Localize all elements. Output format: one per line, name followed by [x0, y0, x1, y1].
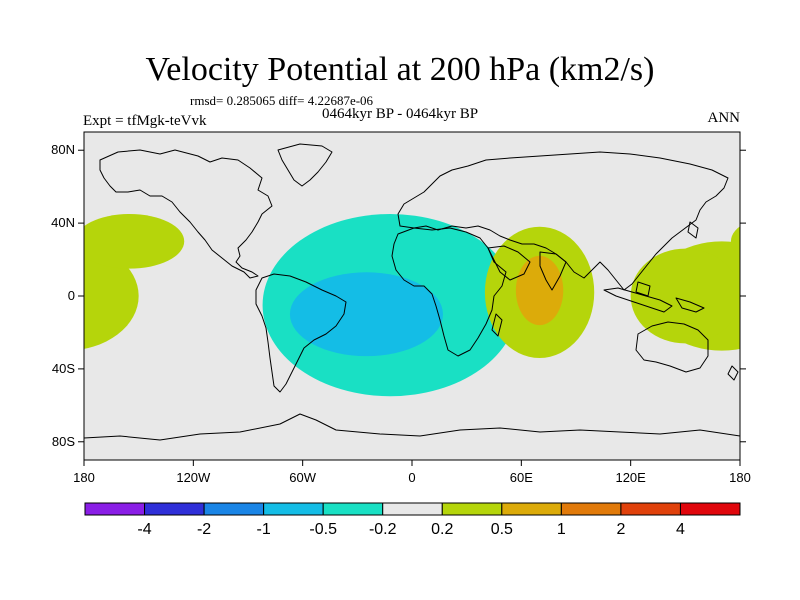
stats-line: rmsd= 0.285065 diff= 4.22687e-06: [190, 93, 374, 108]
coastline-antarctica: [84, 413, 740, 441]
lat-tick-label: 40S: [52, 361, 75, 376]
colorbar: -4 -2 -1 -0.5 -0.2 0.2 0.5 1 2 4: [84, 502, 741, 538]
coastline-new-zealand: [727, 365, 739, 381]
colorbar-label: -4: [137, 521, 151, 538]
lon-tick-label: 60W: [289, 470, 316, 485]
anomaly-region: [84, 243, 139, 349]
longitude-axis: 180 120W 60W 0 60E 120E 180: [73, 460, 751, 485]
colorbar-label: -1: [257, 521, 271, 538]
lon-tick-label: 120W: [176, 470, 211, 485]
colorbar-swatch: [620, 502, 681, 516]
anomaly-region: [84, 214, 185, 269]
colorbar-swatch: [382, 502, 443, 516]
colorbar-label: -0.5: [309, 521, 337, 538]
chart-title: Velocity Potential at 200 hPa (km2/s): [145, 51, 655, 88]
anomaly-region: [289, 272, 443, 357]
colorbar-label: 0.2: [431, 521, 453, 538]
colorbar-swatch: [322, 502, 384, 516]
coastline-africa: [391, 227, 507, 357]
lon-tick-label: 180: [73, 470, 95, 485]
coastline-maritime-continent: [603, 281, 705, 313]
coastline-north-america: [99, 149, 273, 279]
coastline-arabia: [487, 245, 531, 281]
period-line: 0464kyr BP - 0464kyr BP: [322, 106, 479, 122]
coastline-madagascar: [491, 313, 503, 337]
lon-tick-label: 120E: [615, 470, 646, 485]
lat-tick-label: 40N: [51, 215, 75, 230]
lat-tick-label: 80N: [51, 142, 75, 157]
colorbar-swatch: [203, 502, 265, 516]
coastline-eurasia: [397, 151, 729, 291]
coastlines: [84, 143, 740, 441]
colorbar-label: 0.5: [491, 521, 513, 538]
colorbar-label: 2: [616, 521, 625, 538]
coastline-india: [539, 251, 567, 291]
anomaly-region: [730, 226, 740, 257]
colorbar-swatch: [144, 502, 205, 516]
colorbar-swatch: [84, 502, 146, 516]
coastline-south-america: [255, 273, 347, 393]
colorbar-label: 4: [676, 521, 685, 538]
colorbar-label: -2: [197, 521, 211, 538]
anomaly-region: [515, 255, 564, 326]
season-label: ANN: [707, 110, 741, 126]
anomaly-region: [630, 248, 740, 344]
colorbar-swatch: [560, 502, 622, 516]
lat-tick-label: 80S: [52, 434, 75, 449]
coastline-greenland: [277, 143, 333, 187]
coastline-australia: [635, 321, 709, 373]
lon-tick-label: 0: [408, 470, 415, 485]
lat-tick-label: 0: [68, 288, 75, 303]
colorbar-swatch: [263, 502, 324, 516]
colorbar-swatch: [441, 502, 503, 516]
lon-tick-label: 60E: [510, 470, 533, 485]
colorbar-label: 1: [557, 521, 566, 538]
colorbar-swatch: [501, 502, 562, 516]
anomaly-regions: [84, 214, 740, 397]
lon-tick-label: 180: [729, 470, 751, 485]
experiment-label: Expt = tfMgk-teVvk: [83, 113, 207, 129]
colorbar-label: -0.2: [369, 521, 397, 538]
coastline-japan: [687, 221, 699, 239]
colorbar-swatch: [679, 502, 741, 516]
latitude-axis: 80N 40N 0 40S 80S: [51, 142, 746, 449]
